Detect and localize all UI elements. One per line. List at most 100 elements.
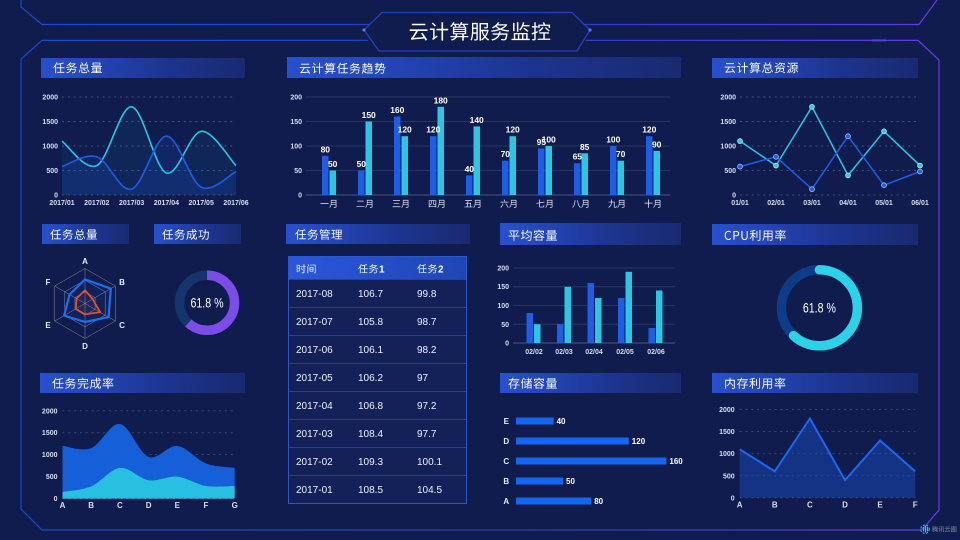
svg-text:F: F [46,278,51,287]
svg-text:B: B [772,500,778,509]
svg-text:120: 120 [642,125,656,135]
svg-text:F: F [204,501,209,510]
svg-text:F: F [913,500,918,509]
svg-text:2017/01: 2017/01 [49,200,74,207]
svg-text:E: E [877,500,883,509]
svg-text:120: 120 [398,125,412,135]
svg-text:B: B [88,501,94,510]
svg-text:70: 70 [501,149,511,159]
svg-text:95: 95 [537,137,547,147]
svg-text:02/05: 02/05 [616,349,634,356]
svg-text:A: A [82,257,88,266]
svg-text:500: 500 [46,168,58,175]
svg-text:80: 80 [594,497,603,506]
svg-text:2017/03: 2017/03 [119,200,144,207]
svg-text:2017/06: 2017/06 [223,200,248,207]
svg-text:70: 70 [616,149,626,159]
svg-text:B: B [503,477,509,486]
svg-text:160: 160 [390,105,404,115]
svg-text:E: E [504,417,510,426]
svg-text:C: C [117,501,123,510]
svg-text:A: A [737,500,743,509]
svg-text:50: 50 [501,322,509,329]
svg-text:C: C [807,500,813,509]
svg-text:61.8 %: 61.8 % [191,296,224,311]
svg-text:180: 180 [434,95,448,105]
svg-text:03/01: 03/01 [803,200,821,207]
svg-text:04/01: 04/01 [839,200,857,207]
svg-text:E: E [175,501,181,510]
svg-text:50: 50 [294,168,302,175]
svg-text:90: 90 [652,139,662,149]
svg-text:120: 120 [632,437,646,446]
svg-text:0: 0 [731,495,735,502]
svg-text:40: 40 [465,164,475,174]
svg-text:1500: 1500 [42,430,58,437]
svg-text:D: D [842,500,848,509]
svg-text:2017/02: 2017/02 [84,200,109,207]
svg-text:02/01: 02/01 [767,200,785,207]
svg-text:05/01: 05/01 [875,200,893,207]
svg-text:85: 85 [580,142,590,152]
svg-text:1500: 1500 [42,119,58,126]
svg-text:150: 150 [362,110,376,120]
svg-text:1000: 1000 [719,451,735,458]
svg-text:2000: 2000 [42,95,58,102]
svg-text:100: 100 [290,144,302,151]
svg-text:140: 140 [470,115,484,125]
svg-text:150: 150 [290,119,302,126]
svg-text:2017/05: 2017/05 [189,200,214,207]
svg-text:1500: 1500 [719,429,735,436]
svg-text:100: 100 [606,135,620,145]
svg-text:0: 0 [298,193,302,200]
svg-text:D: D [503,437,509,446]
svg-text:50: 50 [328,159,338,169]
svg-text:02/06: 02/06 [647,349,665,356]
svg-text:65: 65 [573,152,583,162]
svg-text:80: 80 [321,144,331,154]
svg-text:0: 0 [505,341,509,348]
svg-text:2: 2 [438,265,444,276]
svg-text:C: C [503,457,509,466]
svg-text:2000: 2000 [720,95,736,102]
svg-text:0: 0 [54,193,58,200]
svg-text:G: G [232,501,238,510]
svg-text:0: 0 [732,193,736,200]
svg-text:200: 200 [290,95,302,102]
svg-text:50: 50 [566,477,575,486]
svg-text:0: 0 [54,496,58,503]
svg-text:160: 160 [669,457,683,466]
svg-text:02/03: 02/03 [555,349,573,356]
svg-text:100: 100 [542,135,556,145]
svg-text:50: 50 [357,159,367,169]
svg-text:2017/04: 2017/04 [154,200,179,207]
svg-text:150: 150 [497,284,509,291]
svg-text:1500: 1500 [720,119,736,126]
svg-text:500: 500 [724,168,736,175]
svg-text:2000: 2000 [719,407,735,414]
svg-text:40: 40 [557,417,566,426]
svg-text:2000: 2000 [42,408,58,415]
svg-text:C: C [119,321,125,330]
svg-text:02/02: 02/02 [525,349,543,356]
svg-text:06/01: 06/01 [911,200,929,207]
svg-text:02/04: 02/04 [585,349,603,356]
svg-text:120: 120 [426,125,440,135]
svg-text:1000: 1000 [720,144,736,151]
svg-text:100: 100 [497,303,509,310]
svg-text:1: 1 [379,265,385,276]
svg-text:200: 200 [497,266,509,273]
svg-text:E: E [45,321,51,330]
svg-text:D: D [82,342,88,351]
svg-text:A: A [60,501,66,510]
svg-text:61.8 %: 61.8 % [803,301,836,316]
svg-text:120: 120 [506,125,520,135]
svg-text:500: 500 [46,474,58,481]
svg-text:A: A [503,497,509,506]
svg-text:D: D [146,501,152,510]
svg-text:500: 500 [723,473,735,480]
svg-text:1000: 1000 [42,452,58,459]
svg-text:1000: 1000 [42,144,58,151]
svg-text:B: B [119,278,125,287]
svg-text:01/01: 01/01 [731,200,749,207]
